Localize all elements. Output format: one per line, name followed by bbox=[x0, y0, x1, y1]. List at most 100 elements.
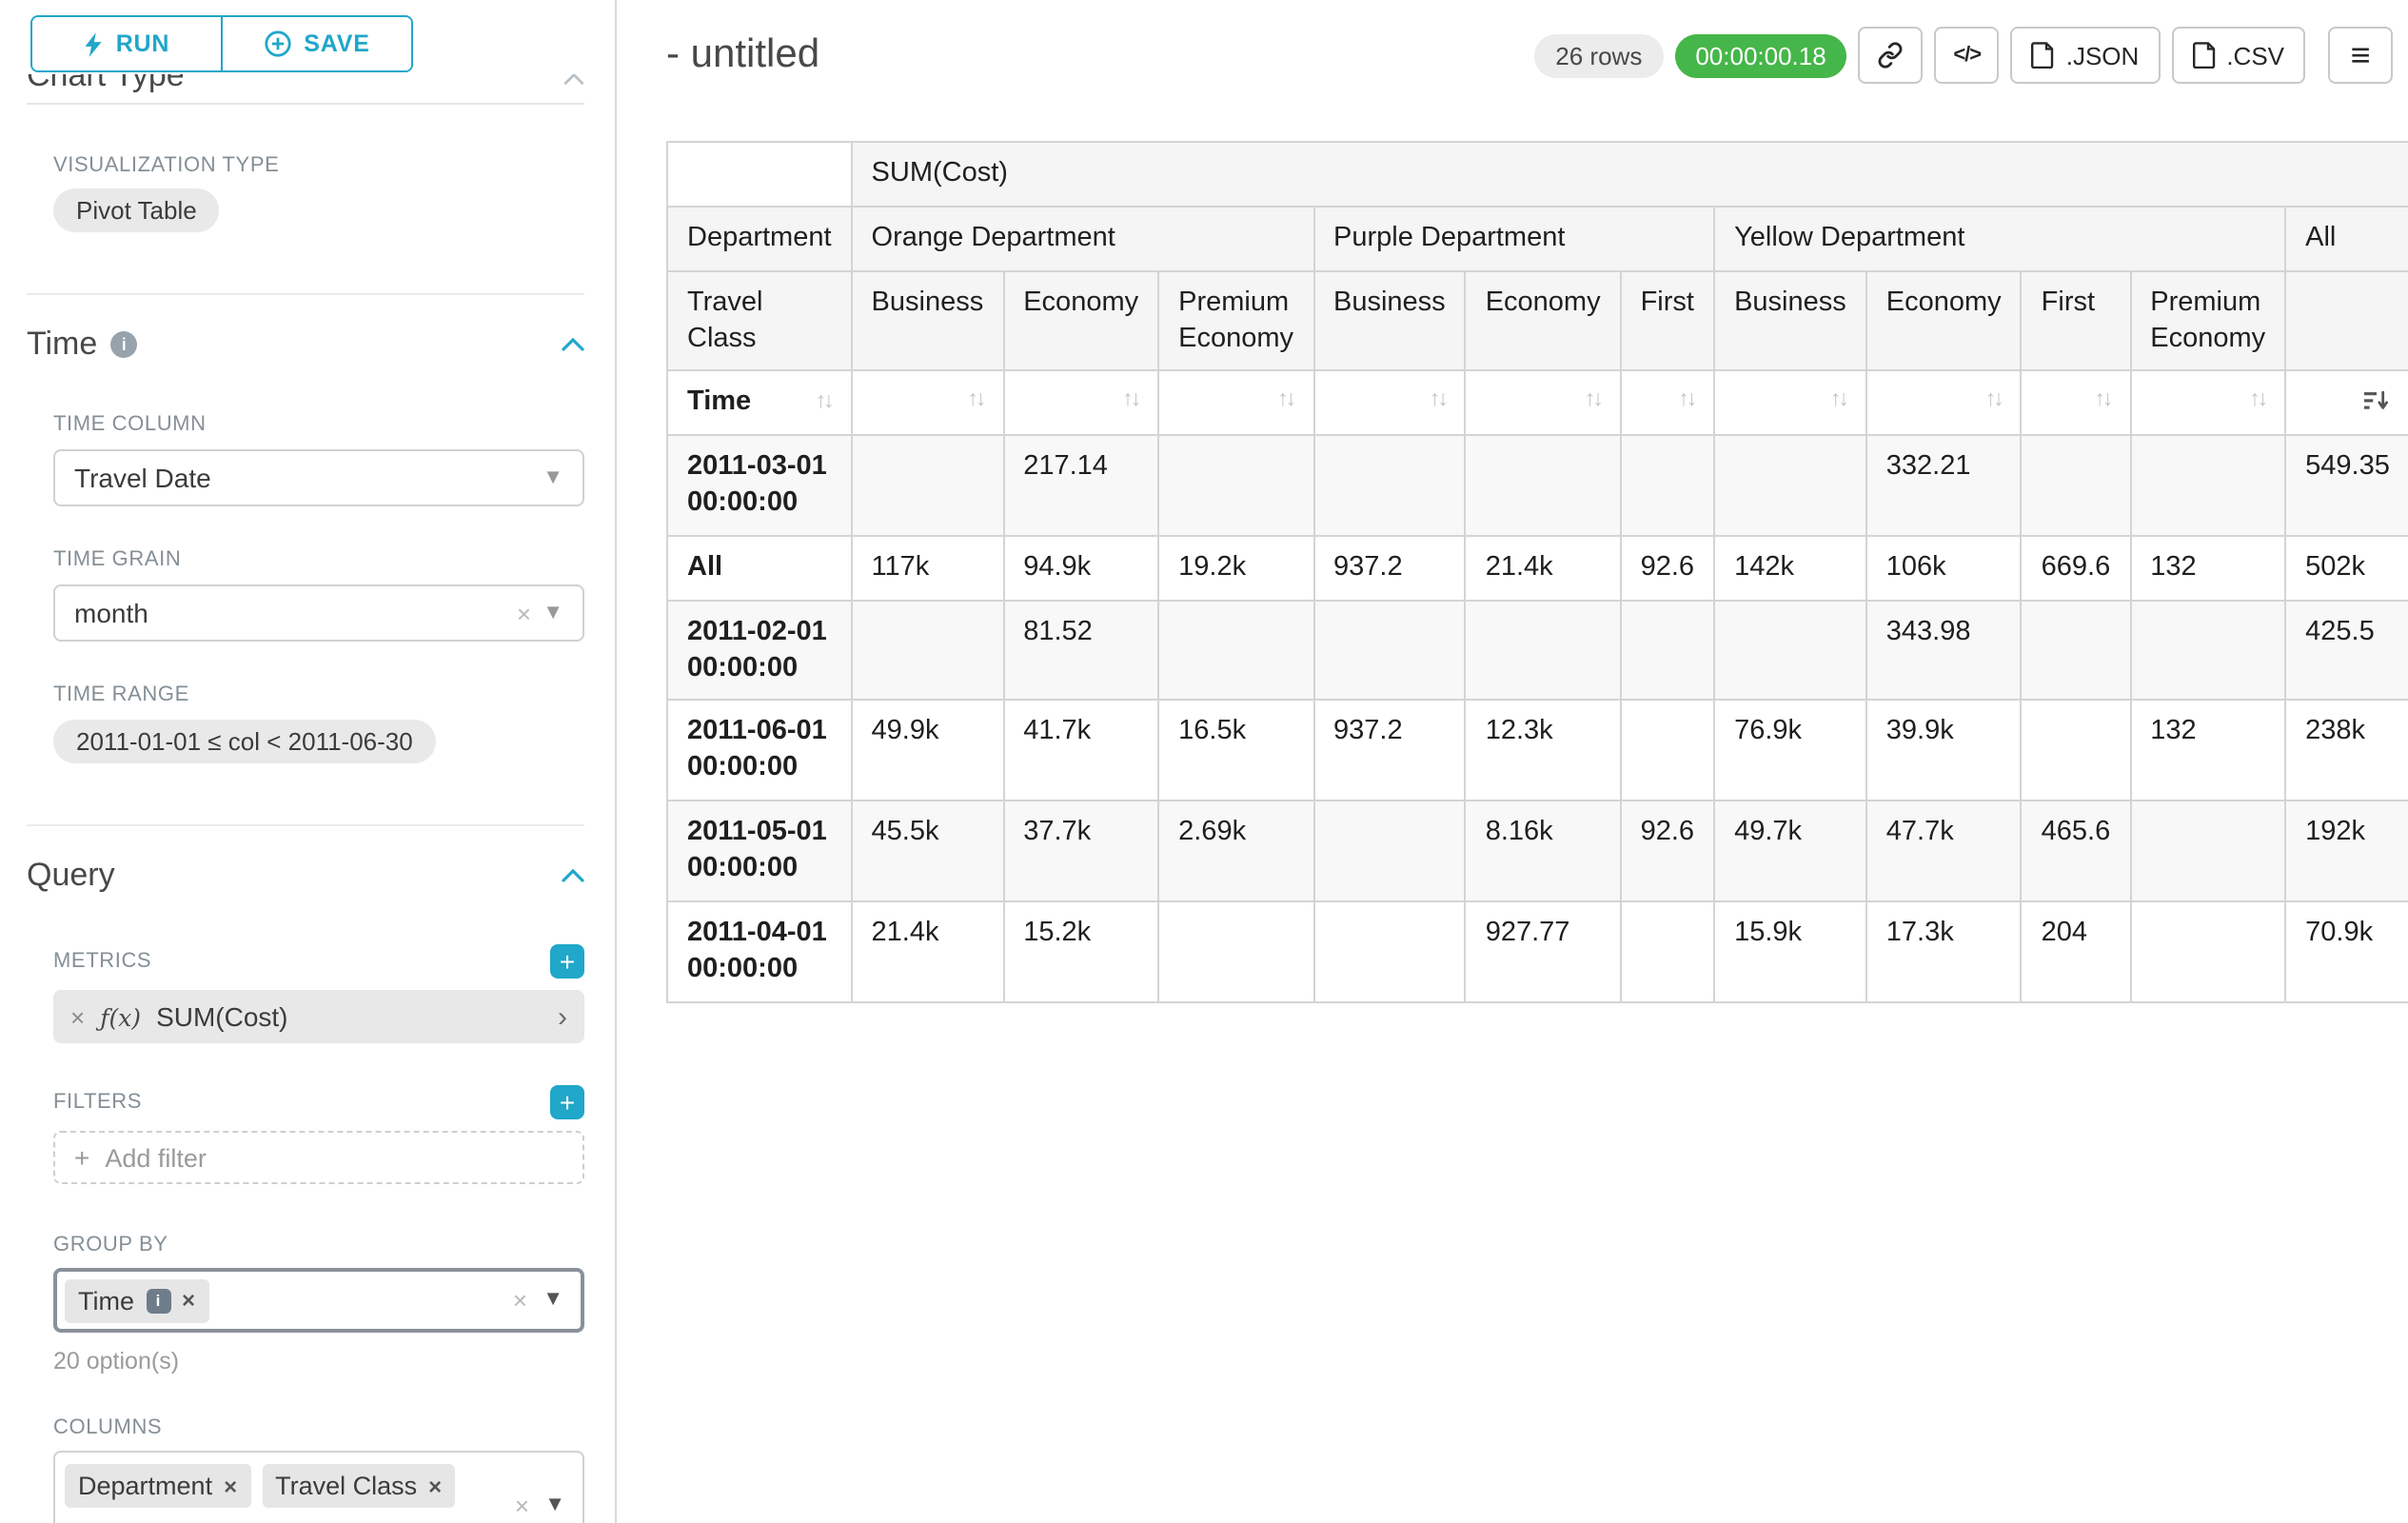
chevron-up-icon[interactable] bbox=[562, 337, 584, 352]
run-button-label: RUN bbox=[115, 30, 170, 57]
time-grain-label: TIME GRAIN bbox=[53, 548, 182, 571]
x-icon[interactable]: × bbox=[512, 1286, 527, 1315]
pivot-row-header: 2011-05-01 00:00:00 bbox=[666, 800, 853, 902]
pivot-sort-header[interactable] bbox=[2284, 369, 2408, 437]
add-filter-plus-button[interactable]: + bbox=[550, 1085, 584, 1119]
chevron-up-icon[interactable] bbox=[562, 868, 584, 883]
columns-select[interactable]: Department × Travel Class × × ▼ bbox=[53, 1451, 584, 1523]
sort-arrows-icon[interactable]: ↑↓ bbox=[1678, 387, 1697, 411]
chevron-up-icon[interactable] bbox=[563, 74, 584, 95]
remove-metric-icon[interactable]: × bbox=[70, 1002, 86, 1031]
x-icon[interactable]: × bbox=[514, 1492, 529, 1520]
sort-arrows-icon[interactable]: ↑↓ bbox=[967, 387, 986, 411]
x-icon[interactable]: × bbox=[182, 1287, 196, 1314]
pivot-row-header: 2011-06-01 00:00:00 bbox=[666, 699, 853, 802]
sort-arrows-icon[interactable]: ↑↓ bbox=[1122, 387, 1141, 411]
group-by-pill[interactable]: Time i × bbox=[65, 1278, 209, 1322]
sort-arrows-icon[interactable]: ↑↓ bbox=[1829, 387, 1849, 411]
info-icon[interactable]: i bbox=[110, 331, 138, 358]
pivot-subcol-header: Premium Economy bbox=[2129, 269, 2287, 372]
sort-desc-icon[interactable] bbox=[2364, 388, 2390, 413]
save-button[interactable]: SAVE bbox=[221, 17, 411, 70]
pivot-sort-header[interactable]: ↑↓ bbox=[1002, 369, 1160, 437]
pivot-value-cell bbox=[1313, 800, 1467, 902]
pivot-data-row: 2011-06-01 00:00:00 49.9k 41.7k 16.5k 937.2 1… bbox=[666, 699, 2408, 802]
pivot-sort-header[interactable]: ↑↓ bbox=[2020, 369, 2132, 437]
menu-button[interactable]: ≡ bbox=[2328, 27, 2393, 84]
pivot-value-cell bbox=[1313, 434, 1467, 537]
chevron-down-icon: ▼ bbox=[543, 465, 563, 488]
time-column-select[interactable]: Travel Date ▼ bbox=[53, 449, 584, 506]
pivot-data-row: 2011-03-01 00:00:00 217.14 332.21 549.35 bbox=[666, 434, 2408, 537]
sort-arrows-icon[interactable]: ↑↓ bbox=[815, 390, 835, 414]
pivot-value-cell: 94.9k bbox=[1002, 534, 1160, 602]
metric-item[interactable]: × ƒ(x) SUM(Cost) › bbox=[53, 990, 584, 1043]
pivot-value-cell bbox=[1619, 900, 1716, 1002]
group-by-select[interactable]: Time i × × ▼ bbox=[53, 1268, 584, 1333]
pivot-sort-header[interactable]: ↑↓ bbox=[2129, 369, 2287, 437]
pivot-row-axis-header[interactable]: Time ↑↓ bbox=[666, 369, 853, 437]
x-icon[interactable]: × bbox=[224, 1473, 238, 1499]
share-link-button[interactable] bbox=[1858, 27, 1924, 84]
visualization-type-group: VISUALIZATION TYPE Pivot Table bbox=[53, 154, 584, 232]
sort-arrows-icon[interactable]: ↑↓ bbox=[2094, 387, 2113, 411]
pivot-value-cell bbox=[2020, 599, 2132, 702]
chart-title[interactable]: - untitled bbox=[666, 32, 820, 76]
time-grain-select[interactable]: month × ▼ bbox=[53, 584, 584, 642]
hamburger-icon: ≡ bbox=[2350, 36, 2371, 74]
x-icon[interactable]: × bbox=[516, 599, 531, 627]
pivot-group-row: Department Orange Department Purple Depart… bbox=[666, 205, 2408, 272]
pivot-value-cell: 70.9k bbox=[2284, 900, 2408, 1002]
pivot-value-cell: 192k bbox=[2284, 800, 2408, 902]
time-section-heading: Time bbox=[27, 326, 98, 362]
pivot-value-cell: 132 bbox=[2129, 534, 2287, 602]
add-metric-button[interactable]: + bbox=[550, 944, 584, 979]
sort-arrows-icon[interactable]: ↑↓ bbox=[1584, 387, 1604, 411]
x-icon[interactable]: × bbox=[428, 1473, 443, 1499]
visualization-type-pill[interactable]: Pivot Table bbox=[53, 188, 220, 232]
add-filter-button[interactable]: + Add filter bbox=[53, 1131, 584, 1184]
sort-arrows-icon[interactable]: ↑↓ bbox=[1429, 387, 1449, 411]
group-by-options-hint: 20 option(s) bbox=[53, 1348, 180, 1375]
pivot-value-cell: 15.2k bbox=[1002, 900, 1160, 1002]
pivot-row-header: 2011-02-01 00:00:00 bbox=[666, 599, 853, 702]
time-column-group: TIME COLUMN Travel Date ▼ bbox=[53, 413, 584, 506]
lightning-icon bbox=[85, 31, 102, 56]
pivot-sort-header[interactable]: ↑↓ bbox=[1313, 369, 1467, 437]
sort-arrows-icon[interactable]: ↑↓ bbox=[2249, 387, 2268, 411]
info-icon[interactable]: i bbox=[146, 1288, 170, 1313]
pivot-value-cell: 332.21 bbox=[1865, 434, 2023, 537]
pivot-subcol-header bbox=[2284, 269, 2408, 372]
run-button[interactable]: RUN bbox=[32, 17, 221, 70]
pivot-value-cell: 41.7k bbox=[1002, 699, 1160, 802]
pivot-data-row: 2011-02-01 00:00:00 81.52 343.98 425.5 bbox=[666, 599, 2408, 702]
pivot-value-cell: 549.35 bbox=[2284, 434, 2408, 537]
save-button-label: SAVE bbox=[304, 30, 370, 57]
export-json-button[interactable]: .JSON bbox=[2010, 27, 2161, 84]
pivot-sort-header[interactable]: ↑↓ bbox=[1619, 369, 1716, 437]
time-range-pill[interactable]: 2011-01-01 ≤ col < 2011-06-30 bbox=[53, 720, 436, 763]
pivot-sort-header[interactable]: ↑↓ bbox=[1464, 369, 1622, 437]
pivot-group-header: Purple Department bbox=[1313, 205, 1716, 272]
pivot-data-row: 2011-05-01 00:00:00 45.5k 37.7k 2.69k 8.16k 9… bbox=[666, 800, 2408, 902]
chart-header: - untitled 26 rows 00:00:00.18 </> .JSON… bbox=[666, 27, 2408, 84]
pivot-sort-header[interactable]: ↑↓ bbox=[1157, 369, 1315, 437]
sort-arrows-icon[interactable]: ↑↓ bbox=[1277, 387, 1296, 411]
pivot-sort-header[interactable]: ↑↓ bbox=[1865, 369, 2023, 437]
columns-pill[interactable]: Travel Class × bbox=[262, 1464, 456, 1508]
pivot-sort-header[interactable]: ↑↓ bbox=[1713, 369, 1867, 437]
chart-header-actions: 26 rows 00:00:00.18 </> .JSON .CSV ≡ bbox=[1534, 27, 2393, 84]
export-csv-label: .CSV bbox=[2226, 41, 2284, 69]
pivot-value-cell bbox=[850, 599, 1005, 702]
columns-pill[interactable]: Department × bbox=[65, 1464, 251, 1508]
embed-code-button[interactable]: </> bbox=[1934, 27, 2000, 84]
sort-arrows-icon[interactable]: ↑↓ bbox=[1984, 387, 2004, 411]
export-csv-button[interactable]: .CSV bbox=[2171, 27, 2305, 84]
pivot-data-row: All 117k 94.9k 19.2k 937.2 21.4k 92.6 142k 106k 6… bbox=[666, 534, 2408, 602]
pivot-group-header: Yellow Department bbox=[1713, 205, 2287, 272]
metrics-label: METRICS bbox=[53, 950, 152, 973]
pivot-value-cell: 8.16k bbox=[1464, 800, 1622, 902]
pivot-value-cell: 19.2k bbox=[1157, 534, 1315, 602]
pivot-value-cell: 927.77 bbox=[1464, 900, 1622, 1002]
pivot-sort-header[interactable]: ↑↓ bbox=[850, 369, 1005, 437]
